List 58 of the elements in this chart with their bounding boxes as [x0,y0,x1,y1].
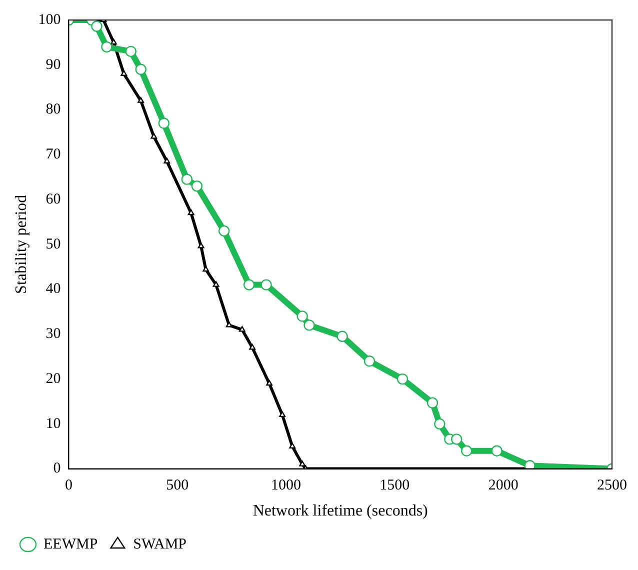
point [336,330,348,342]
point [461,445,472,456]
x-tick-label: 1500 [380,478,410,494]
point [491,445,502,456]
point [396,373,408,385]
point [524,460,536,469]
y-tick-label: 20 [46,370,61,387]
x-tick-label: 1000 [271,478,302,494]
y-axis-title: Stability period [12,194,30,294]
point [279,411,286,418]
point [91,20,102,32]
point [299,460,306,466]
point [296,310,308,322]
point [289,442,296,448]
point [243,279,255,290]
point [158,118,170,129]
y-tick-label: 80 [46,102,61,118]
point [202,266,210,272]
point [238,326,246,332]
point [226,322,232,328]
y-tick-label: 90 [46,56,61,73]
y-tick-label: 50 [46,236,61,252]
point [218,225,230,237]
point [120,70,128,76]
legend-label: EEWMP [44,536,98,552]
point [101,41,112,53]
legend-label: SWAMP [133,536,187,552]
point [110,38,117,45]
x-tick-label: 2000 [488,478,518,494]
point [212,281,220,287]
point [188,209,194,216]
y-tick-label: 70 [46,146,61,163]
y-tick-label: 60 [46,191,61,208]
point [266,380,272,386]
point [191,180,203,192]
point [198,242,204,248]
point [138,97,144,103]
y-tick-label: 10 [46,416,61,432]
point [304,320,315,331]
y-tick-label: 30 [46,326,61,342]
x-tick-label: 0 [64,478,72,494]
point [181,174,193,185]
point [451,434,462,445]
point [364,355,376,367]
y-tick-label: 0 [53,460,61,477]
point [150,133,158,139]
point [434,418,446,430]
y-tick-label: 40 [46,281,61,298]
point [135,64,146,75]
point [260,279,272,290]
point [426,397,438,408]
y-tick-label: 100 [38,12,61,28]
point [164,158,170,164]
x-tick-label: 500 [166,478,189,494]
point [125,46,136,58]
x-axis-title: Network lifetime (seconds) [252,502,428,520]
point [249,344,256,350]
x-tick-label: 2500 [597,478,627,494]
